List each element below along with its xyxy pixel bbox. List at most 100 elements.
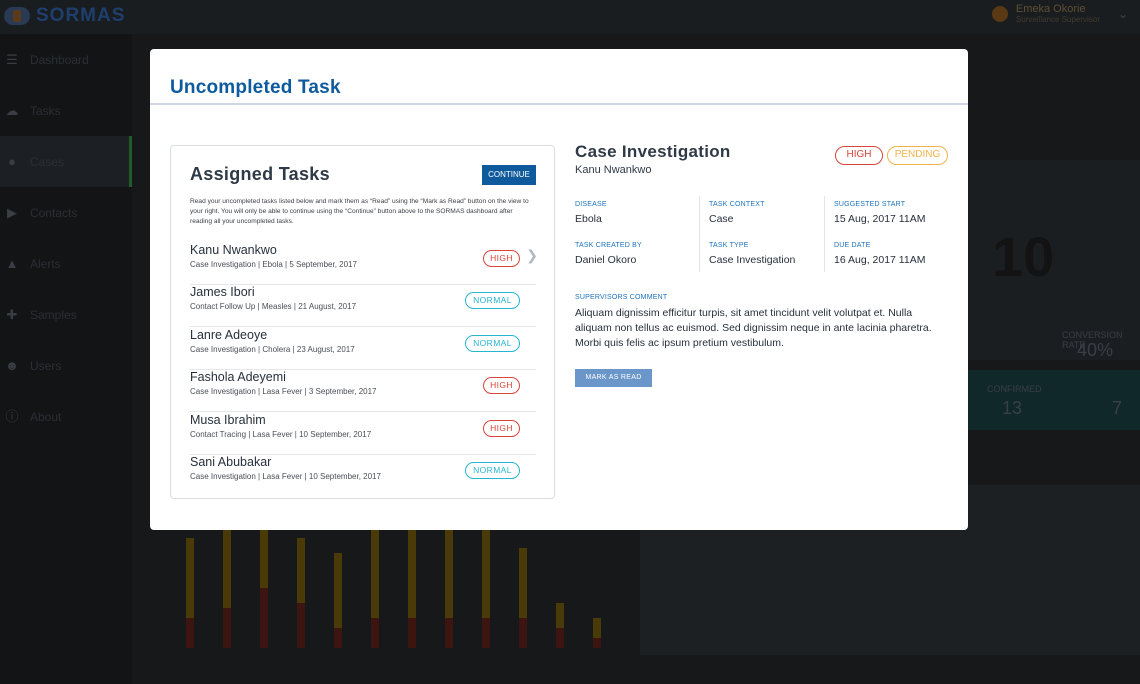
suggested-start-label: SUGGESTED START xyxy=(834,201,906,208)
task-name: Fashola Adeyemi xyxy=(190,370,286,384)
disease-field: DISEASE Ebola xyxy=(575,201,607,225)
task-detail: Case Investigation | Lasa Fever | 3 Sept… xyxy=(190,387,377,396)
sidebar-item-label: Alerts xyxy=(30,256,61,271)
task-name: Sani Abubakar xyxy=(190,455,272,469)
task-row[interactable]: Musa Ibrahim Contact Tracing | Lasa Feve… xyxy=(190,413,536,455)
assigned-tasks-card: Assigned Tasks CONTINUE Read your uncomp… xyxy=(170,145,555,499)
task-row[interactable]: Kanu Nwankwo Case Investigation | Ebola … xyxy=(190,243,538,285)
due-date-label: DUE DATE xyxy=(834,242,871,249)
suggested-start-field: SUGGESTED START 15 Aug, 2017 11AM xyxy=(834,201,925,225)
sidebar-item-label: Cases xyxy=(30,154,65,169)
app-name: SORMAS xyxy=(36,5,126,26)
task-type-value: Case Investigation xyxy=(709,254,796,266)
sidebar: ☰ Dashboard ☁ Tasks ● Cases ▶ Contacts ▲ Aler… xyxy=(0,34,132,684)
mark-as-read-button[interactable]: MARK AS READ xyxy=(575,369,652,387)
priority-badge: HIGH xyxy=(483,377,520,394)
task-detail: Case Investigation | Lasa Fever | 10 Sep… xyxy=(190,472,381,481)
task-type-field: TASK TYPE Case Investigation xyxy=(709,242,795,266)
priority-badge: NORMAL xyxy=(465,462,520,479)
big-count: 10 xyxy=(992,225,1055,288)
conversion-label: CONVERSION RATE xyxy=(1062,330,1123,350)
task-context-field: TASK CONTEXT Case xyxy=(709,201,765,225)
sidebar-item-label: Contacts xyxy=(30,205,78,220)
divider xyxy=(699,196,700,272)
app-logo[interactable]: SORMAS xyxy=(4,5,125,27)
sidebar-item-label: Samples xyxy=(30,307,77,322)
modal-title: Uncompleted Task xyxy=(170,77,341,98)
avatar xyxy=(991,5,1008,22)
sidebar-item-about[interactable]: ⓘ About xyxy=(0,391,132,442)
conversion-value: 40% xyxy=(1077,340,1114,360)
disease-value: Ebola xyxy=(575,213,602,225)
sidebar-item-tasks[interactable]: ☁ Tasks xyxy=(0,85,132,136)
sidebar-item-contacts[interactable]: ▶ Contacts xyxy=(0,187,132,238)
sidebar-item-samples[interactable]: ✚ Samples xyxy=(0,289,132,340)
chevron-down-icon[interactable]: ⌄ xyxy=(1117,6,1128,21)
supervisor-comment: Aliquam dignissim efficitur turpis, sit … xyxy=(575,307,932,349)
task-row[interactable]: Sani Abubakar Case Investigation | Lasa … xyxy=(190,455,536,497)
stats-panel xyxy=(940,160,1140,360)
sidebar-item-cases[interactable]: ● Cases xyxy=(0,136,132,187)
supervisor-comment-label: SUPERVISORS COMMENT xyxy=(575,294,668,301)
logo-icon xyxy=(4,7,30,25)
task-row[interactable]: Fashola Adeyemi Case Investigation | Las… xyxy=(190,370,536,412)
task-context-label: TASK CONTEXT xyxy=(709,201,765,208)
map-pin-icon: ● xyxy=(8,153,16,169)
first-stat-value: 7 xyxy=(1112,398,1123,418)
suggested-start-value: 15 Aug, 2017 11AM xyxy=(834,213,926,225)
due-date-value: 16 Aug, 2017 11AM xyxy=(834,254,926,266)
task-detail: Case Investigation | Cholera | 23 August… xyxy=(190,345,355,354)
user-icon: ☻ xyxy=(5,357,19,373)
priority-badge: NORMAL xyxy=(465,292,520,309)
task-detail: Contact Follow Up | Measles | 21 August,… xyxy=(190,302,357,311)
sidebar-item-alerts[interactable]: ▲ Alerts xyxy=(0,238,132,289)
priority-badge: HIGH xyxy=(483,250,520,267)
info-icon: ⓘ xyxy=(5,408,19,424)
confirmed-value: 13 xyxy=(1002,398,1023,418)
created-by-field: TASK CREATED BY Daniel Okoro xyxy=(575,242,642,266)
priority-badge: NORMAL xyxy=(465,335,520,352)
status-badge: PENDING xyxy=(887,146,948,165)
continue-button[interactable]: CONTINUE xyxy=(482,165,536,185)
detail-title: Case Investigation xyxy=(575,142,731,161)
user-role: Surveillance Supervisor xyxy=(1015,15,1100,24)
user-name: Emeka Okorie xyxy=(1015,3,1086,15)
sidebar-item-dashboard[interactable]: ☰ Dashboard xyxy=(0,34,132,85)
detail-person: Kanu Nwankwo xyxy=(575,164,652,176)
task-row[interactable]: Lanre Adeoye Case Investigation | Choler… xyxy=(190,328,536,370)
task-name: Lanre Adeoye xyxy=(190,328,268,342)
priority-badge: HIGH xyxy=(483,420,520,437)
sidebar-item-label: Users xyxy=(30,358,62,373)
layers-icon: ☰ xyxy=(6,51,18,67)
uncompleted-task-modal: Uncompleted Task Assigned Tasks CONTINUE… xyxy=(150,49,968,530)
task-name: Musa Ibrahim xyxy=(190,413,266,427)
bell-icon: ▲ xyxy=(5,255,19,271)
task-name: Kanu Nwankwo xyxy=(190,243,277,257)
task-detail: Case Investigation | Ebola | 5 September… xyxy=(190,260,357,269)
user-menu[interactable]: Emeka Okorie Surveillance Supervisor ⌄ xyxy=(991,3,1128,24)
task-name: James Ibori xyxy=(190,285,255,299)
confirmed-label: CONFIRMED xyxy=(987,384,1042,394)
sidebar-item-users[interactable]: ☻ Users xyxy=(0,340,132,391)
due-date-field: DUE DATE 16 Aug, 2017 11AM xyxy=(834,242,925,266)
modal-divider xyxy=(150,103,968,105)
sidebar-item-label: About xyxy=(30,409,62,424)
assigned-tasks-title: Assigned Tasks xyxy=(190,164,330,184)
disease-label: DISEASE xyxy=(575,201,607,208)
assigned-tasks-description: Read your uncompleted tasks listed below… xyxy=(190,198,529,225)
priority-badge: HIGH xyxy=(835,146,883,165)
chevron-right-icon[interactable]: ❯ xyxy=(526,247,538,263)
sidebar-item-label: Tasks xyxy=(30,103,61,118)
task-detail: Contact Tracing | Lasa Fever | 10 Septem… xyxy=(190,430,372,439)
created-by-value: Daniel Okoro xyxy=(575,254,637,266)
sidebar-item-label: Dashboard xyxy=(30,52,89,67)
cloud-icon: ☁ xyxy=(5,102,19,118)
divider xyxy=(824,196,825,272)
task-context-value: Case xyxy=(709,213,734,225)
task-row[interactable]: James Ibori Contact Follow Up | Measles … xyxy=(190,285,536,327)
created-by-label: TASK CREATED BY xyxy=(575,242,642,249)
speaker-icon: ▶ xyxy=(7,204,17,220)
medical-kit-icon: ✚ xyxy=(6,306,18,322)
top-bar: SORMAS Emeka Okorie Surveillance Supervi… xyxy=(0,0,1140,34)
task-type-label: TASK TYPE xyxy=(709,242,749,249)
